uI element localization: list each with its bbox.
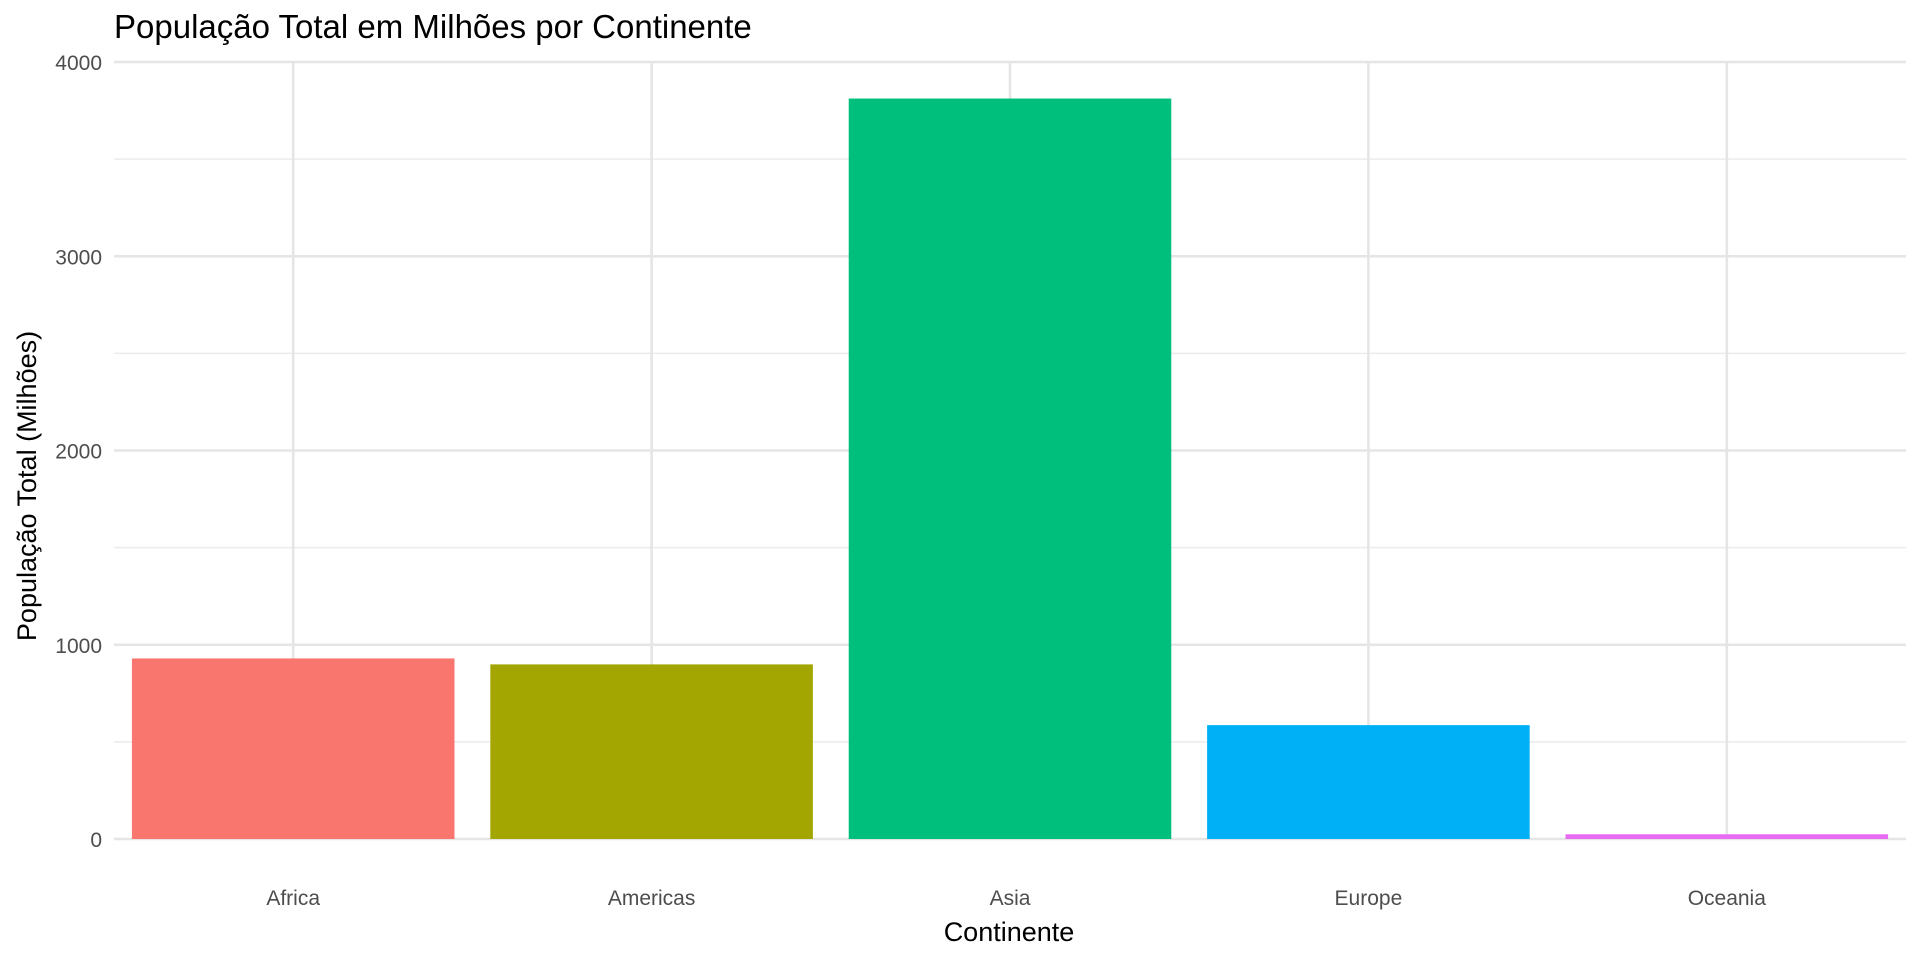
x-axis-label: Continente (944, 917, 1075, 947)
x-tick-label: Europe (1335, 887, 1403, 910)
y-tick-label: 3000 (55, 246, 102, 269)
y-tick-label: 2000 (55, 441, 102, 464)
x-tick-label: Asia (990, 887, 1031, 910)
y-tick-label: 4000 (55, 52, 102, 75)
bar-africa (131, 658, 455, 839)
bar-americas (490, 664, 813, 839)
bar-oceania (1565, 834, 1889, 839)
x-tick-label: Africa (266, 887, 320, 910)
y-tick-label: 1000 (55, 635, 102, 658)
x-tick-label: Oceania (1688, 887, 1767, 910)
bar-europe (1207, 725, 1530, 839)
y-tick-label: 0 (90, 829, 102, 852)
ticks-layer: 0 1000 2000 3000 4000 Africa Americas Asia Europ… (55, 52, 1766, 910)
chart-title: População Total em Milhões por Continent… (114, 8, 752, 45)
bar-asia (848, 98, 1172, 839)
x-tick-label: Americas (608, 887, 696, 910)
y-axis-label: População Total (Milhões) (12, 331, 42, 641)
bars-layer (131, 98, 1889, 839)
